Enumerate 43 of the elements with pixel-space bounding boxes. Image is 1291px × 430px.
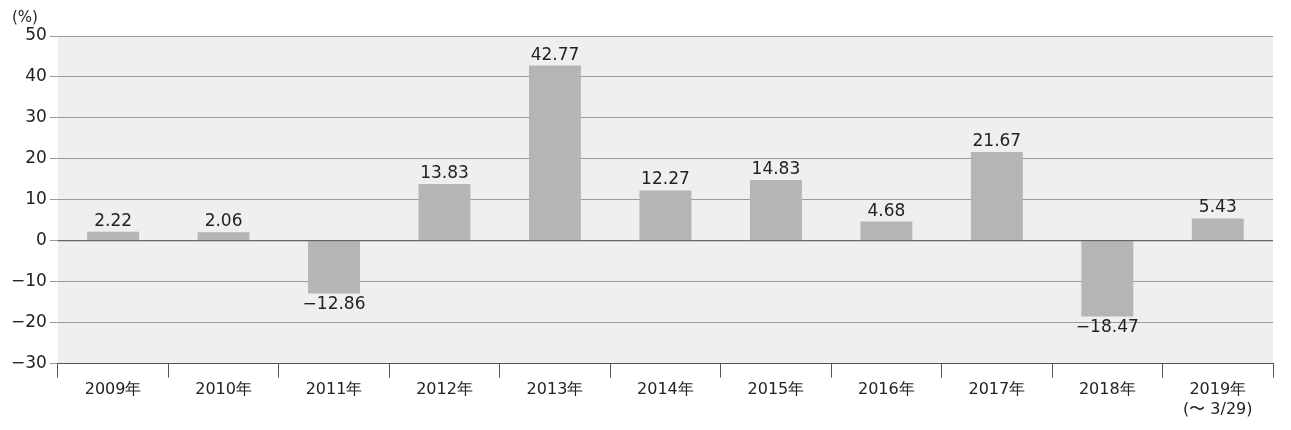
data-label: 42.77 <box>530 43 580 64</box>
bar <box>749 180 802 241</box>
data-label: 4.68 <box>867 199 906 220</box>
data-label: 2.06 <box>204 210 243 231</box>
y-tick-label: 30 <box>25 106 47 127</box>
data-label: 5.43 <box>1198 196 1237 217</box>
x-tick-label: 2013年 <box>526 379 584 399</box>
data-label: 2.22 <box>94 209 133 230</box>
bar <box>308 241 360 294</box>
y-tick-label: −30 <box>10 352 47 373</box>
bar <box>970 152 1023 241</box>
bar <box>529 65 581 241</box>
x-tick-label: 2016年 <box>858 379 915 399</box>
y-tick-label: 10 <box>25 188 47 209</box>
y-tick-label: 0 <box>36 229 47 250</box>
bar <box>1081 241 1134 317</box>
x-tick-label: 2018年 <box>1078 379 1136 399</box>
y-axis-title: (%) <box>12 8 38 27</box>
data-label: −12.86 <box>302 293 366 314</box>
data-label: 13.83 <box>420 162 469 183</box>
y-tick-label: 40 <box>25 65 47 86</box>
x-tick-label: 2015年 <box>747 379 805 399</box>
bar <box>1191 218 1244 241</box>
bar <box>197 232 250 241</box>
bar <box>639 190 692 241</box>
bar <box>418 184 471 241</box>
bar <box>87 231 140 241</box>
y-tick-label: −20 <box>10 311 47 332</box>
x-tick-label: 2014年 <box>637 379 694 399</box>
x-tick-label: 2012年 <box>416 379 473 399</box>
x-tick-label: 2019年 (〜 3/29) <box>1183 379 1253 418</box>
data-label: 21.67 <box>972 129 1022 150</box>
y-tick-label: −10 <box>10 270 47 291</box>
y-tick-label: 50 <box>25 24 47 45</box>
x-tick-label: 2011年 <box>305 379 363 399</box>
bar <box>860 221 913 241</box>
x-tick-label: 2009年 <box>84 379 142 399</box>
data-label: −18.47 <box>1075 316 1139 337</box>
data-label: 14.83 <box>751 157 801 178</box>
y-tick-label: 20 <box>25 147 47 168</box>
x-tick-label: 2010年 <box>195 379 252 399</box>
data-label: 12.27 <box>641 168 690 189</box>
x-tick-label: 2017年 <box>968 379 1026 399</box>
